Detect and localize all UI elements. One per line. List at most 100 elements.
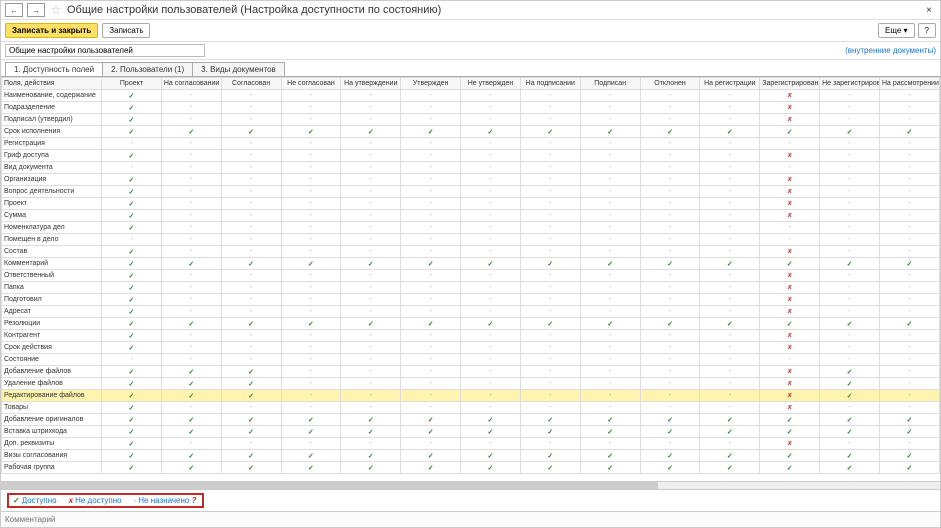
cell[interactable]: - xyxy=(281,222,341,234)
cell[interactable]: - xyxy=(161,222,221,234)
cell[interactable]: ✓ xyxy=(520,414,580,426)
cell[interactable]: ✓ xyxy=(281,318,341,330)
column-header[interactable]: Подписан xyxy=(580,78,640,90)
table-row[interactable]: Вид документа-------------- xyxy=(2,162,940,174)
cell[interactable]: - xyxy=(700,162,760,174)
cell[interactable]: - xyxy=(879,306,939,318)
cell[interactable]: - xyxy=(281,378,341,390)
cell[interactable]: ✓ xyxy=(580,462,640,474)
cell[interactable]: - xyxy=(401,330,461,342)
cell[interactable]: - xyxy=(161,186,221,198)
row-label[interactable]: Удаление файлов xyxy=(2,378,102,390)
row-label[interactable]: Папка xyxy=(2,282,102,294)
cell[interactable]: - xyxy=(700,282,760,294)
cell[interactable]: ✓ xyxy=(461,258,521,270)
cell[interactable]: - xyxy=(580,138,640,150)
cell[interactable]: ✓ xyxy=(102,330,162,342)
cell[interactable]: - xyxy=(461,246,521,258)
cell[interactable]: ✓ xyxy=(102,246,162,258)
cell[interactable]: - xyxy=(461,210,521,222)
row-label[interactable]: Номенклатура дел xyxy=(2,222,102,234)
table-row[interactable]: Редактирование файлов✓✓✓--------x✓- xyxy=(2,390,940,402)
cell[interactable]: ✓ xyxy=(760,462,820,474)
cell[interactable]: - xyxy=(640,294,700,306)
cell[interactable]: - xyxy=(401,366,461,378)
cell[interactable]: - xyxy=(401,174,461,186)
save-button[interactable]: Записать xyxy=(102,23,150,38)
cell[interactable]: - xyxy=(341,222,401,234)
cell[interactable]: - xyxy=(401,186,461,198)
cell[interactable]: - xyxy=(879,222,939,234)
cell[interactable]: - xyxy=(401,390,461,402)
cell[interactable]: - xyxy=(161,294,221,306)
comment-input[interactable] xyxy=(1,512,940,527)
cell[interactable]: - xyxy=(820,234,880,246)
cell[interactable]: ✓ xyxy=(221,462,281,474)
cell[interactable]: - xyxy=(640,282,700,294)
cell[interactable]: - xyxy=(161,210,221,222)
cell[interactable]: ✓ xyxy=(341,426,401,438)
cell[interactable]: - xyxy=(640,438,700,450)
cell[interactable]: - xyxy=(341,210,401,222)
cell[interactable]: ✓ xyxy=(102,126,162,138)
cell[interactable]: - xyxy=(341,198,401,210)
cell[interactable]: - xyxy=(580,282,640,294)
cell[interactable]: x xyxy=(760,294,820,306)
cell[interactable]: - xyxy=(341,234,401,246)
cell[interactable]: - xyxy=(580,246,640,258)
cell[interactable]: - xyxy=(161,354,221,366)
cell[interactable]: - xyxy=(700,198,760,210)
table-row[interactable]: Визы согласования✓✓✓✓✓✓✓✓✓✓✓✓✓✓ xyxy=(2,450,940,462)
cell[interactable]: ✓ xyxy=(760,258,820,270)
cell[interactable]: x xyxy=(760,270,820,282)
cell[interactable]: ✓ xyxy=(700,450,760,462)
cell[interactable]: - xyxy=(341,306,401,318)
table-row[interactable]: Проект✓----------x-- xyxy=(2,198,940,210)
row-label[interactable]: Визы согласования xyxy=(2,450,102,462)
cell[interactable]: x xyxy=(760,342,820,354)
cell[interactable]: ✓ xyxy=(102,258,162,270)
cell[interactable]: x xyxy=(760,198,820,210)
cell[interactable]: - xyxy=(640,270,700,282)
cell[interactable]: - xyxy=(520,150,580,162)
cell[interactable]: - xyxy=(341,162,401,174)
row-label[interactable]: Сумма xyxy=(2,210,102,222)
column-header[interactable]: Не согласован xyxy=(281,78,341,90)
cell[interactable]: - xyxy=(461,186,521,198)
cell[interactable]: - xyxy=(221,198,281,210)
cell[interactable]: ✓ xyxy=(401,258,461,270)
table-row[interactable]: Резолюции✓✓✓✓✓✓✓✓✓✓✓✓✓✓ xyxy=(2,318,940,330)
cell[interactable]: ✓ xyxy=(760,318,820,330)
cell[interactable]: ✓ xyxy=(760,450,820,462)
cell[interactable]: ✓ xyxy=(820,390,880,402)
cell[interactable]: - xyxy=(820,198,880,210)
cell[interactable]: - xyxy=(700,222,760,234)
row-label[interactable]: Подразделение xyxy=(2,102,102,114)
cell[interactable]: x xyxy=(760,366,820,378)
cell[interactable]: ✓ xyxy=(102,174,162,186)
save-close-button[interactable]: Записать и закрыть xyxy=(5,23,98,38)
cell[interactable]: - xyxy=(580,378,640,390)
cell[interactable]: ✓ xyxy=(401,318,461,330)
cell[interactable]: - xyxy=(161,198,221,210)
cell[interactable]: - xyxy=(879,354,939,366)
cell[interactable]: - xyxy=(401,306,461,318)
row-label[interactable]: Добавление файлов xyxy=(2,366,102,378)
cell[interactable]: ✓ xyxy=(580,258,640,270)
cell[interactable]: ✓ xyxy=(341,126,401,138)
cell[interactable]: - xyxy=(580,330,640,342)
cell[interactable]: ✓ xyxy=(820,378,880,390)
table-row[interactable]: Подготовил✓----------x-- xyxy=(2,294,940,306)
table-row[interactable]: Срок действия✓----------x-- xyxy=(2,342,940,354)
cell[interactable]: - xyxy=(401,210,461,222)
column-header[interactable]: Не утвержден xyxy=(461,78,521,90)
cell[interactable]: - xyxy=(161,330,221,342)
cell[interactable]: ✓ xyxy=(640,258,700,270)
cell[interactable]: - xyxy=(760,354,820,366)
cell[interactable]: ✓ xyxy=(820,366,880,378)
cell[interactable]: ✓ xyxy=(580,414,640,426)
cell[interactable]: - xyxy=(700,306,760,318)
cell[interactable]: - xyxy=(401,102,461,114)
cell[interactable]: - xyxy=(640,90,700,102)
cell[interactable]: - xyxy=(401,234,461,246)
